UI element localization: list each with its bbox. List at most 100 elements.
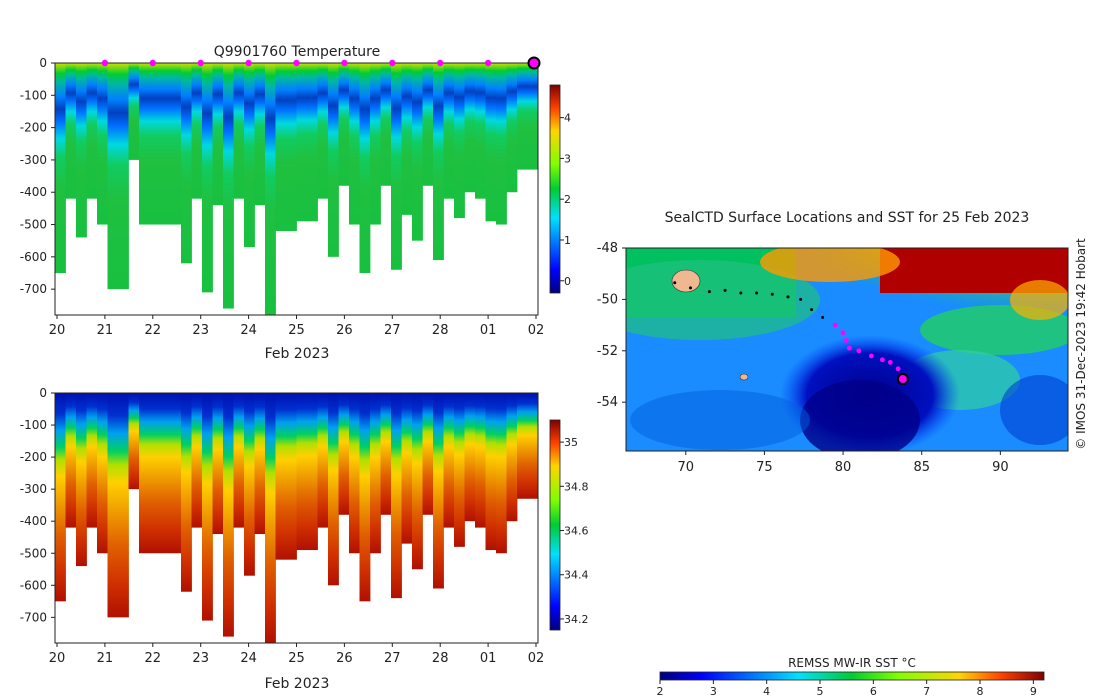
profile-bar	[244, 393, 255, 576]
surface-marker	[197, 59, 204, 67]
temperature-colorbar-ticks: 0 1 2 3 4	[560, 112, 571, 288]
track-point-recent	[840, 330, 846, 336]
profile-bar	[181, 63, 192, 264]
x-tick-label: 24	[240, 323, 257, 338]
map-x-ticks: 70 75 80 85 90	[677, 451, 1009, 475]
y-tick-label: -100	[20, 88, 47, 102]
surface-marker	[245, 59, 252, 67]
x-tick-label: 01	[480, 323, 497, 338]
profile-bar	[317, 393, 329, 528]
profile-bar	[170, 393, 182, 554]
profile-bar	[391, 393, 402, 599]
profile-bar	[454, 63, 465, 219]
y-tick-label: -100	[20, 418, 47, 432]
map-y-ticks: -48 -50 -52 -54	[597, 241, 626, 410]
profile-bar	[454, 393, 465, 547]
profile-bar	[359, 63, 371, 273]
x-tick-label: 21	[97, 323, 114, 338]
profile-bar	[412, 393, 423, 570]
track-point-recent	[856, 348, 862, 354]
map-x-tick-label: 90	[992, 460, 1009, 475]
y-tick-label: -600	[20, 578, 47, 592]
salinity-profiles	[55, 393, 539, 643]
map-x-tick-label: 85	[913, 460, 930, 475]
colorbar-tick-label: 34.2	[564, 613, 589, 626]
profile-bar	[527, 393, 539, 499]
profile-bar	[286, 393, 297, 560]
profile-bar	[76, 393, 87, 567]
profile-bar	[107, 393, 119, 618]
x-tick-label: 28	[432, 323, 449, 338]
profile-bar	[97, 63, 108, 225]
profile-bar	[118, 63, 129, 290]
temperature-title: Q9901760 Temperature	[214, 44, 381, 60]
colorbar-tick-label: 1	[564, 234, 571, 247]
profile-bar	[254, 393, 266, 535]
profile-bar	[517, 393, 528, 499]
profile-bar	[97, 393, 108, 554]
y-tick-label: -600	[20, 250, 47, 264]
profile-bar	[265, 63, 276, 315]
colorbar-tick-label: 3	[564, 152, 571, 165]
y-tick-label: -500	[20, 546, 47, 560]
profile-bar	[443, 393, 455, 528]
salinity-colorbar	[549, 419, 561, 631]
map-frame	[625, 247, 1069, 452]
sst-colorbar	[659, 671, 1045, 681]
profile-bar	[433, 63, 444, 261]
profile-bar	[202, 63, 213, 293]
surface-marker	[437, 59, 444, 67]
sst-field	[626, 248, 1068, 451]
profile-bar	[65, 393, 77, 528]
map-x-tick-label: 75	[756, 460, 773, 475]
colorbar-tick-label: 34.6	[564, 525, 589, 538]
temperature-panel: Q9901760 Temperature 20 21 22 23 24 25 26 27 28 0…	[20, 44, 571, 362]
x-tick-label: 26	[336, 651, 353, 666]
track-point	[755, 291, 759, 295]
profile-bar	[370, 393, 381, 554]
track-point	[786, 295, 790, 299]
last-profile-marker	[527, 56, 541, 70]
track-point-recent	[887, 359, 893, 365]
y-tick-label: -300	[20, 482, 47, 496]
island-heard	[739, 373, 749, 381]
y-tick-label: -700	[20, 282, 47, 296]
track-point	[739, 291, 743, 295]
track-point	[673, 281, 677, 285]
profile-bar	[244, 63, 255, 248]
surface-marker	[389, 59, 396, 67]
profile-bar	[464, 63, 476, 193]
surface-marker	[101, 59, 109, 67]
profile-bar	[527, 63, 539, 170]
profile-bar	[349, 393, 360, 554]
profile-bar	[212, 393, 224, 535]
y-tick-label: -400	[20, 185, 47, 199]
salinity-y-ticks: 0 -100 -200 -300 -400 -500 -600 -700	[20, 386, 55, 624]
profile-bar	[191, 393, 203, 528]
x-tick-label: 22	[145, 323, 162, 338]
surface-markers	[101, 56, 541, 70]
profile-bar	[391, 63, 402, 270]
profile-bar	[128, 63, 140, 160]
surface-marker	[341, 59, 348, 67]
profile-bar	[223, 393, 234, 637]
x-tick-label: 02	[528, 651, 545, 666]
profile-bar	[76, 63, 87, 238]
x-tick-label: 27	[384, 323, 401, 338]
profile-bar	[86, 63, 98, 199]
profile-bar	[181, 393, 192, 592]
credit-text: © IMOS 31-Dec-2023 19:42 Hobart	[1074, 238, 1088, 450]
x-tick-label: 01	[480, 651, 497, 666]
temperature-colorbar	[549, 84, 561, 294]
profile-bar	[149, 393, 161, 554]
profile-bar	[506, 63, 518, 193]
x-tick-label: 25	[288, 323, 305, 338]
sst-colorbar-tick-label: 7	[923, 685, 930, 698]
track-point	[770, 292, 774, 296]
x-tick-label: 24	[240, 651, 257, 666]
profile-bar	[55, 63, 66, 273]
x-tick-label: 26	[336, 323, 353, 338]
surface-marker	[149, 59, 156, 67]
profile-bar	[265, 393, 276, 643]
x-tick-label: 28	[432, 651, 449, 666]
